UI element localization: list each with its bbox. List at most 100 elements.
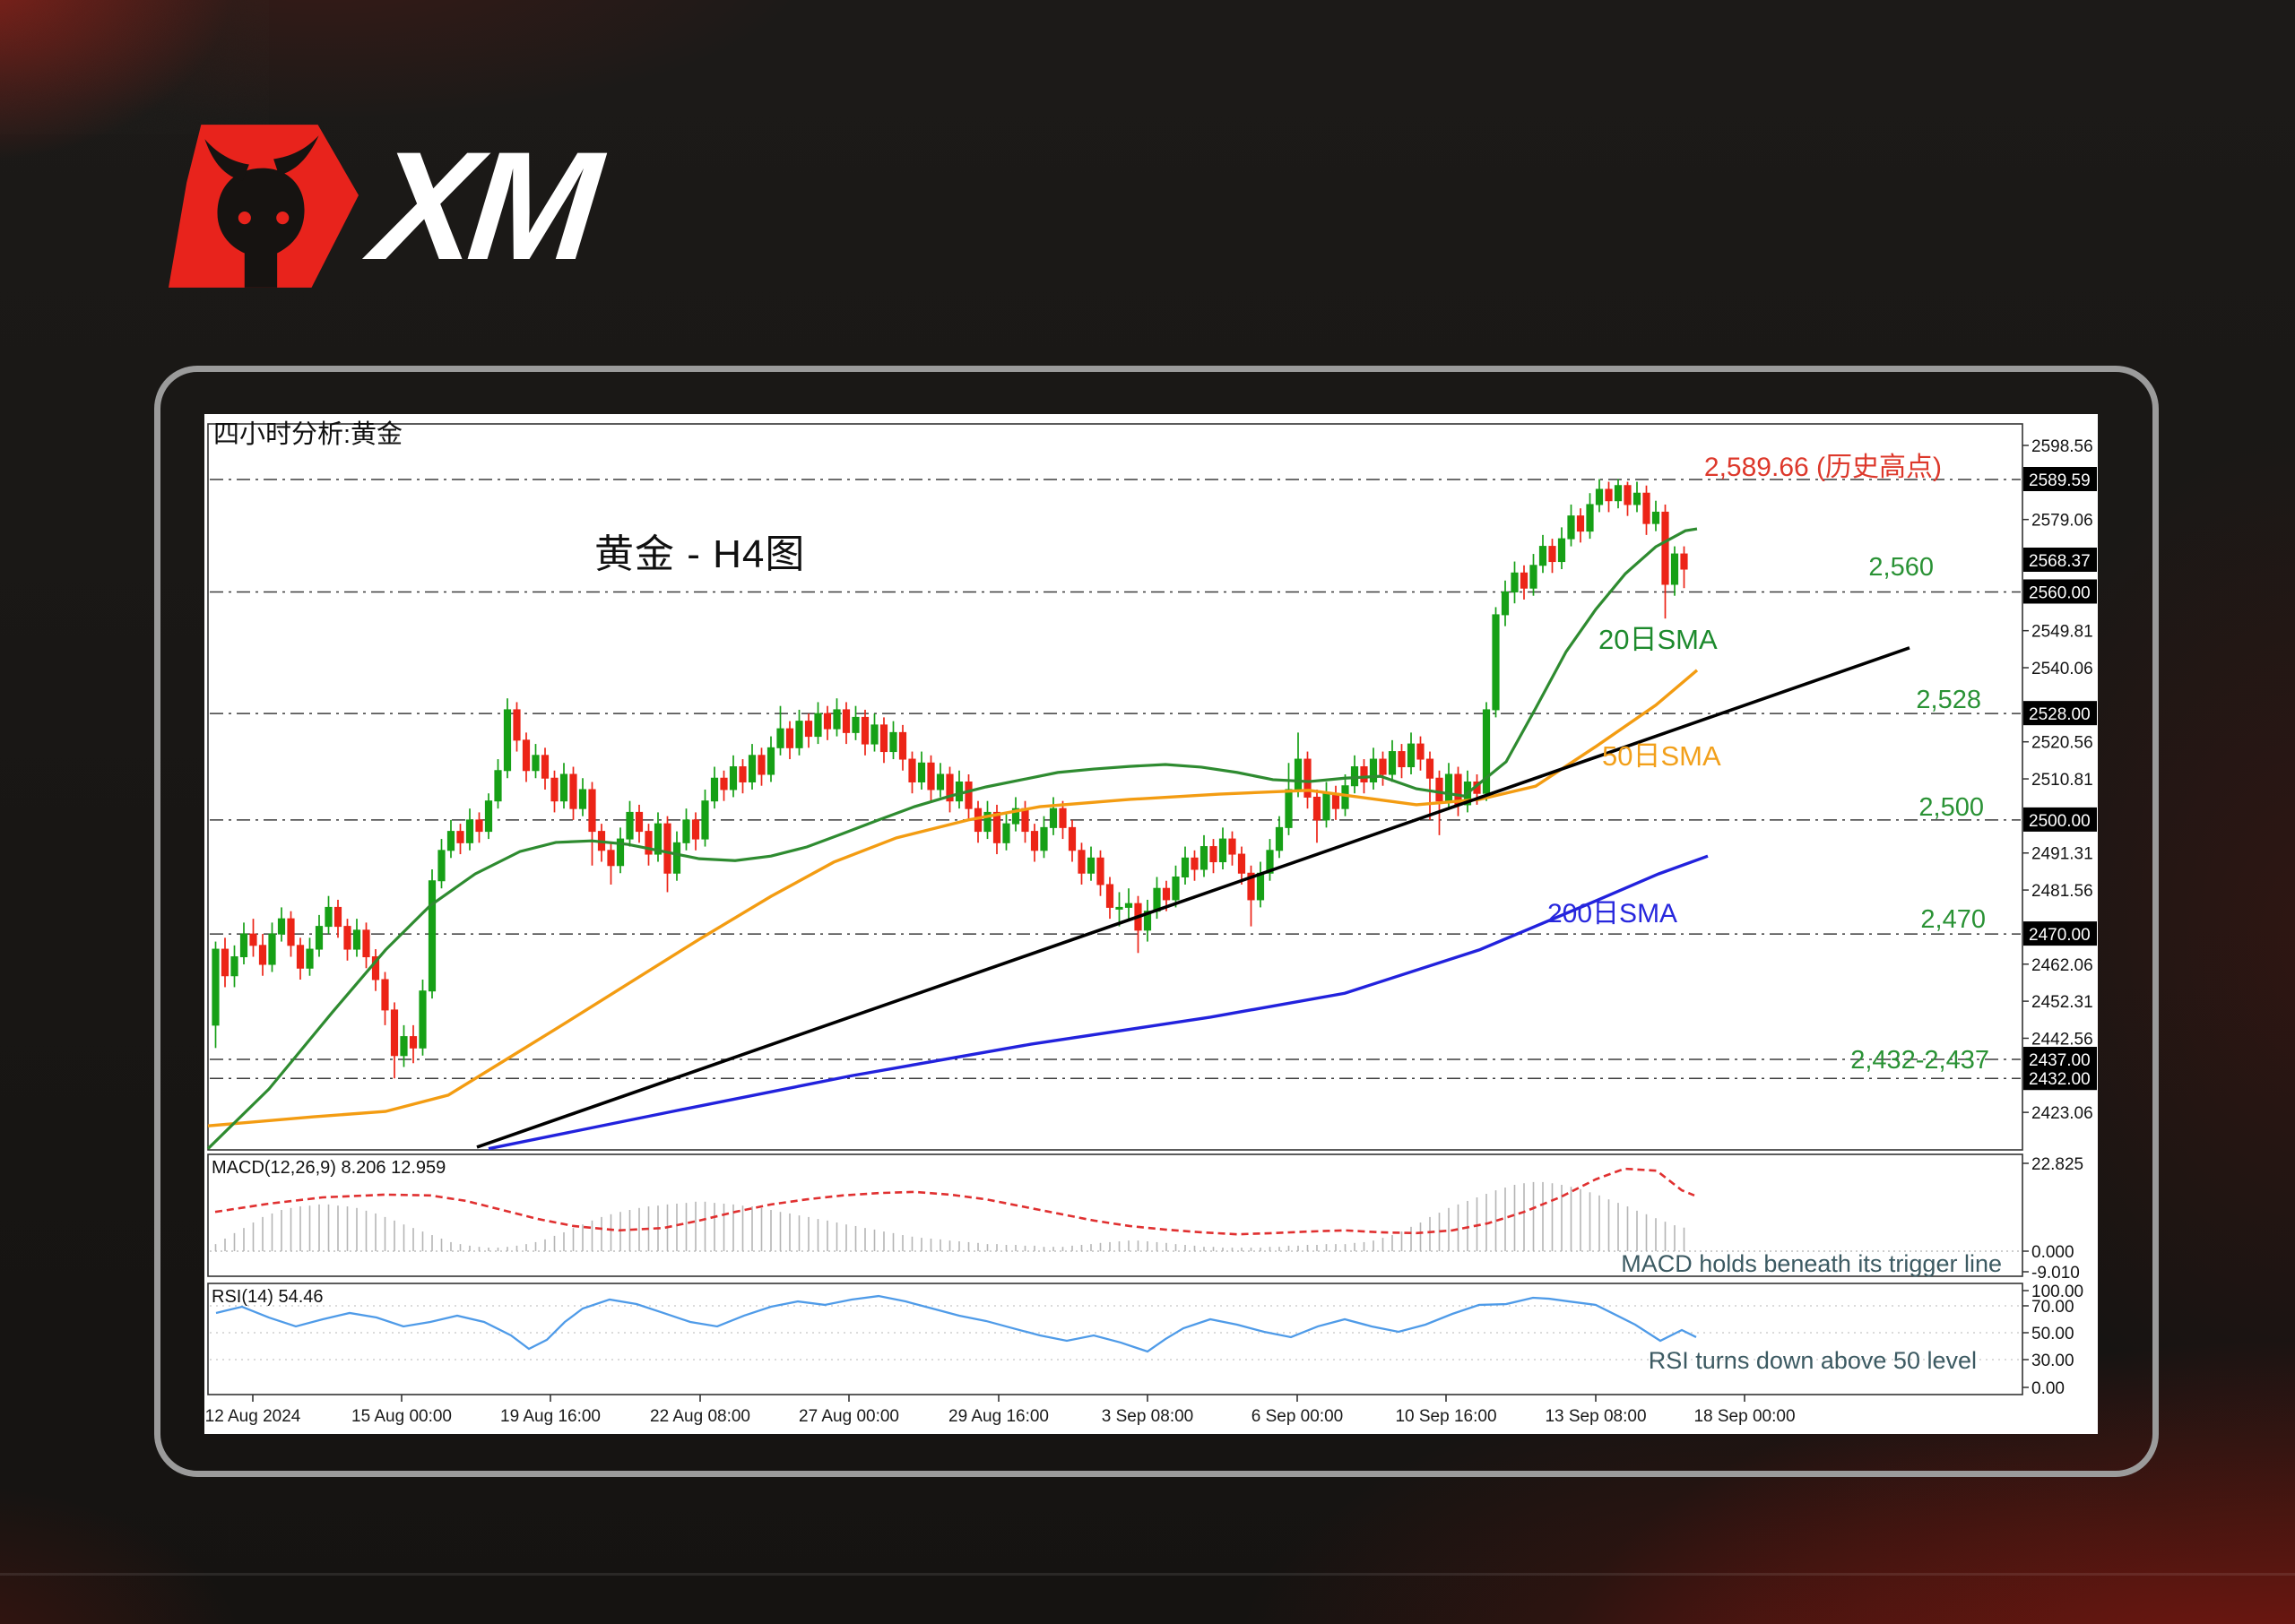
- candle-body: [559, 773, 568, 802]
- candle-body: [1087, 857, 1096, 874]
- candle-body: [946, 773, 954, 802]
- candle-body: [870, 724, 879, 745]
- candle-body: [1632, 492, 1641, 505]
- candle-body: [333, 906, 342, 928]
- price-axis-label: 2442.56: [2031, 1030, 2093, 1049]
- candle-body: [739, 766, 747, 782]
- price-axis-box-label: 2528.00: [2029, 705, 2091, 724]
- rsi-axis-label: 30.00: [2031, 1352, 2074, 1370]
- candle-body: [861, 716, 870, 745]
- time-axis-label: 15 Aug 00:00: [351, 1407, 452, 1426]
- candle-body: [1501, 591, 1510, 616]
- candle-body: [239, 933, 248, 958]
- price-axis-label: 2520.56: [2031, 734, 2093, 753]
- bull-icon: [169, 125, 359, 288]
- candle-body: [1124, 903, 1133, 908]
- macd-note: MACD holds beneath its trigger line: [1621, 1250, 2002, 1277]
- candle-body: [400, 1036, 408, 1057]
- level-2470-annotation: 2,470: [1920, 905, 1986, 934]
- candle-body: [1605, 488, 1613, 502]
- candle-body: [428, 880, 437, 992]
- chart-title: 黄金 - H4图: [594, 532, 806, 576]
- macd-signal-line: [214, 1167, 1695, 1236]
- candle-body: [1294, 758, 1303, 790]
- price-axis-label: 2540.06: [2031, 660, 2093, 678]
- candle-body: [456, 831, 464, 843]
- price-axis-box: [2023, 807, 2097, 832]
- candle-body: [1482, 709, 1491, 794]
- candle-body: [296, 945, 305, 969]
- candle-body: [362, 929, 370, 958]
- price-axis-box: [2023, 921, 2097, 946]
- candle-body: [720, 777, 728, 790]
- sma200-line: [488, 854, 1709, 1151]
- price-axis-box-label: 2560.00: [2029, 583, 2091, 602]
- candle-body: [1369, 758, 1378, 782]
- candle-body: [1511, 572, 1519, 592]
- candle-body: [795, 721, 803, 748]
- price-axis-label: 2462.06: [2031, 956, 2093, 975]
- candle-body: [1670, 553, 1679, 585]
- candle-body: [446, 831, 455, 851]
- candle-body: [1275, 826, 1284, 851]
- chart-header-label: 四小时分析:黄金: [213, 420, 403, 449]
- candle-body: [1407, 743, 1416, 768]
- candle-body: [936, 773, 945, 790]
- price-axis-label: 2579.06: [2031, 512, 2093, 531]
- candle-body: [1661, 511, 1669, 585]
- rsi-axis-label: 70.00: [2031, 1298, 2074, 1317]
- candle-body: [1256, 872, 1265, 901]
- candle-body: [1078, 850, 1086, 874]
- candle-body: [230, 956, 238, 977]
- candle-body: [1624, 485, 1632, 505]
- candle-body: [785, 728, 794, 748]
- candle-body: [645, 831, 653, 855]
- candle-body: [814, 713, 822, 738]
- candle-body: [1191, 857, 1199, 870]
- price-axis-label: 2491.31: [2031, 845, 2093, 864]
- candle-body: [1172, 876, 1180, 901]
- candle-body: [409, 1036, 418, 1049]
- candle-body: [776, 728, 784, 748]
- trendline: [476, 646, 1910, 1149]
- time-axis-label: 29 Aug 16:00: [948, 1407, 1049, 1426]
- chart-card-frame: [154, 366, 2159, 1477]
- candle-body: [1360, 766, 1368, 782]
- time-axis-label: 6 Sep 00:00: [1251, 1407, 1343, 1426]
- rsi-line: [215, 1294, 1697, 1353]
- candle-body: [1379, 758, 1387, 775]
- candle-body: [852, 716, 860, 733]
- candle-body: [258, 945, 267, 965]
- candle-body: [1538, 546, 1547, 566]
- time-axis-label: 19 Aug 16:00: [500, 1407, 601, 1426]
- candle-body: [1285, 789, 1293, 828]
- candle-body: [541, 755, 550, 779]
- candle-body: [1218, 838, 1227, 863]
- macd-axis-label: 0.000: [2031, 1243, 2074, 1262]
- price-axis-box: [2023, 579, 2097, 604]
- price-axis-label: 2510.81: [2031, 771, 2093, 790]
- candle-body: [1181, 857, 1190, 877]
- candle-body: [287, 918, 295, 946]
- candle-body: [1247, 872, 1255, 901]
- rsi-axis-label: 100.00: [2031, 1283, 2083, 1301]
- candle-body: [691, 819, 700, 840]
- candle-body: [965, 781, 973, 809]
- price-axis-box-label: 2589.59: [2029, 471, 2091, 490]
- candle-body: [1303, 758, 1312, 798]
- candle-body: [917, 762, 926, 782]
- candle-body: [1312, 796, 1321, 821]
- level-2500-annotation: 2,500: [1918, 793, 1984, 822]
- record-high-annotation: 2,589.66 (历史高点): [1703, 453, 1942, 482]
- candle-body: [955, 781, 964, 802]
- time-axis-label: 27 Aug 00:00: [799, 1407, 899, 1426]
- candle-body: [465, 819, 474, 843]
- candle-body: [1199, 846, 1208, 870]
- sma20-label: 20日SMA: [1598, 624, 1718, 655]
- candle-body: [513, 709, 521, 741]
- candle-body: [494, 770, 502, 802]
- candle-body: [503, 709, 512, 772]
- candle-body: [352, 929, 361, 950]
